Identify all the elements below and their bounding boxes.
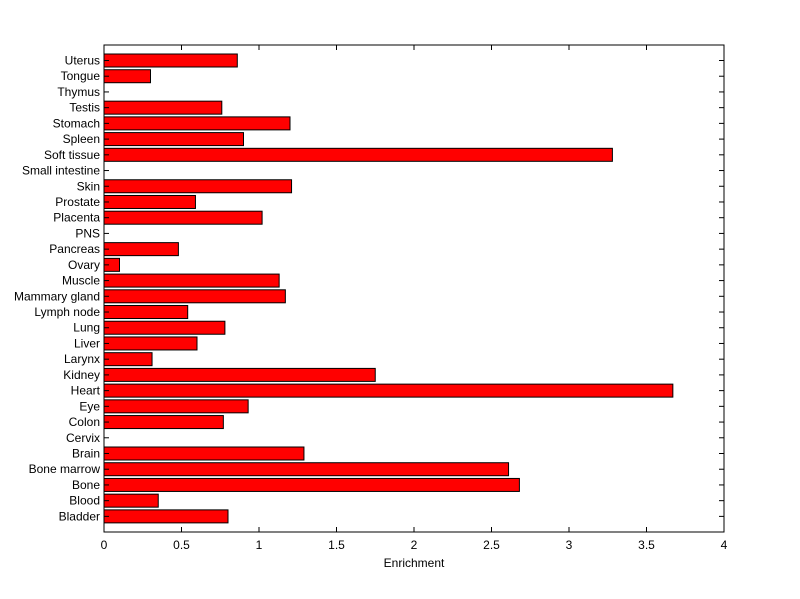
bar-bone bbox=[103, 477, 520, 492]
y-tick-label-stomach: Stomach bbox=[53, 116, 100, 130]
x-tick-label-4: 2 bbox=[411, 538, 418, 552]
plot-area-frame bbox=[103, 44, 725, 533]
bar-mammary-gland bbox=[103, 289, 286, 304]
x-tick-label-5: 2.5 bbox=[483, 538, 500, 552]
bar-pancreas bbox=[103, 242, 179, 257]
bar-lymph-node bbox=[103, 305, 189, 320]
y-tick-label-bone: Bone bbox=[72, 478, 100, 492]
y-tick-label-muscle: Muscle bbox=[62, 274, 100, 288]
y-tick-label-eye: Eye bbox=[79, 399, 100, 413]
y-tick-label-skin: Skin bbox=[77, 179, 100, 193]
y-tick-label-bone-marrow: Bone marrow bbox=[29, 462, 101, 476]
x-tick-label-7: 3.5 bbox=[638, 538, 655, 552]
x-tick-label-1: 0.5 bbox=[173, 538, 190, 552]
bar-skin bbox=[103, 179, 293, 194]
x-tick-label-3: 1.5 bbox=[328, 538, 345, 552]
ticks-group bbox=[103, 45, 725, 532]
y-tick-label-spleen: Spleen bbox=[63, 132, 100, 146]
x-tick-label-6: 3 bbox=[566, 538, 573, 552]
y-tick-label-lung: Lung bbox=[73, 321, 100, 335]
y-tick-label-bladder: Bladder bbox=[59, 509, 100, 523]
bar-stomach bbox=[103, 116, 291, 131]
y-tick-label-kidney: Kidney bbox=[63, 368, 100, 382]
bar-liver bbox=[103, 336, 198, 351]
bar-heart bbox=[103, 383, 674, 398]
y-tick-label-larynx: Larynx bbox=[64, 352, 100, 366]
y-tick-label-tongue: Tongue bbox=[61, 69, 101, 83]
bar-uterus bbox=[103, 53, 238, 68]
bar-blood bbox=[103, 493, 159, 508]
bar-kidney bbox=[103, 367, 376, 382]
bar-prostate bbox=[103, 194, 196, 209]
x-axis-title: Enrichment bbox=[384, 556, 445, 570]
y-tick-label-placenta: Placenta bbox=[53, 211, 100, 225]
y-tick-label-pancreas: Pancreas bbox=[49, 242, 100, 256]
bar-soft-tissue bbox=[103, 147, 613, 162]
bar-spleen bbox=[103, 132, 244, 147]
bar-tongue bbox=[103, 69, 151, 84]
bar-eye bbox=[103, 399, 249, 414]
y-tick-label-thymus: Thymus bbox=[57, 85, 100, 99]
y-tick-label-soft-tissue: Soft tissue bbox=[44, 148, 100, 162]
x-tick-label-0: 0 bbox=[101, 538, 108, 552]
y-tick-label-blood: Blood bbox=[69, 494, 100, 508]
bar-colon bbox=[103, 415, 224, 430]
bar-bladder bbox=[103, 509, 229, 524]
y-tick-label-colon: Colon bbox=[69, 415, 100, 429]
y-tick-label-testis: Testis bbox=[69, 101, 100, 115]
y-tick-label-cervix: Cervix bbox=[66, 431, 100, 445]
x-tick-label-8: 4 bbox=[721, 538, 728, 552]
y-tick-label-prostate: Prostate bbox=[55, 195, 100, 209]
y-tick-label-heart: Heart bbox=[71, 384, 101, 398]
bar-lung bbox=[103, 320, 226, 335]
y-tick-label-lymph-node: Lymph node bbox=[34, 305, 100, 319]
bar-larynx bbox=[103, 352, 153, 367]
bar-placenta bbox=[103, 210, 263, 225]
x-tick-label-2: 1 bbox=[256, 538, 263, 552]
bar-testis bbox=[103, 100, 223, 115]
y-tick-label-liver: Liver bbox=[74, 336, 100, 350]
y-tick-label-ovary: Ovary bbox=[68, 258, 100, 272]
y-tick-label-small-intestine: Small intestine bbox=[22, 164, 100, 178]
y-tick-label-mammary-gland: Mammary gland bbox=[14, 289, 100, 303]
y-tick-label-brain: Brain bbox=[72, 447, 100, 461]
bar-bone-marrow bbox=[103, 462, 510, 477]
y-tick-label-pns: PNS bbox=[75, 226, 100, 240]
bar-brain bbox=[103, 446, 305, 461]
bar-muscle bbox=[103, 273, 280, 288]
y-tick-label-uterus: Uterus bbox=[65, 54, 100, 68]
